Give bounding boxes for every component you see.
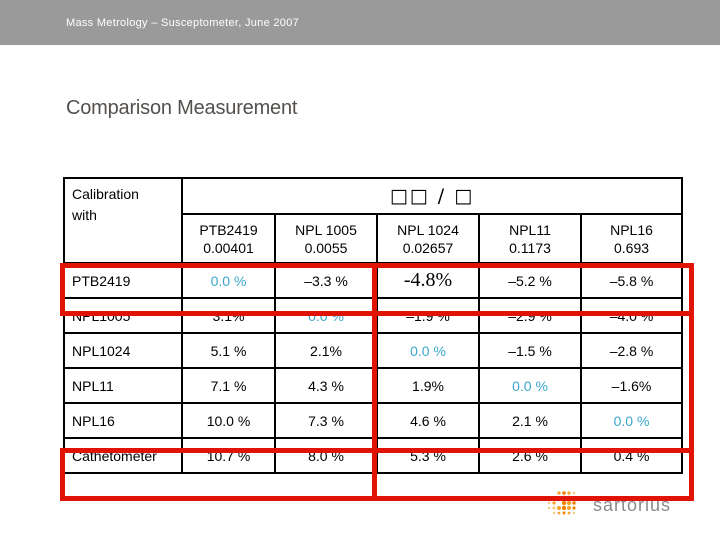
value-cell: –3.3 % xyxy=(274,262,378,299)
table-row: NPL11 7.1 % 4.3 % 1.9% 0.0 % –1.6% xyxy=(63,367,684,404)
value-cell: –4.0 % xyxy=(579,297,684,334)
value-cell: 0.0 % xyxy=(376,332,480,369)
value-cell: 0.0 % xyxy=(478,367,582,404)
table-row: NPL16 10.0 % 7.3 % 4.6 % 2.1 % 0.0 % xyxy=(63,402,684,439)
column-header-4: NPL16 0.693 xyxy=(579,213,684,264)
header-bar-text: Mass Metrology – Susceptometer, June 200… xyxy=(66,16,300,29)
value-cell: 7.3 % xyxy=(274,402,378,439)
value-cell: 2.1 % xyxy=(478,402,582,439)
sartorius-wordmark: sartorius xyxy=(593,494,672,515)
sartorius-logo-icon xyxy=(547,491,576,515)
value-cell: 0.4 % xyxy=(579,437,684,474)
value-cell: 0.0 % xyxy=(579,402,684,439)
value-cell: 0.0 % xyxy=(181,262,276,299)
table-row: NPL1024 5.1 % 2.1% 0.0 % –1.5 % –2.8 % xyxy=(63,332,684,369)
span-header-cell: □□ / □ xyxy=(180,177,684,215)
column-header-1: NPL 1005 0.0055 xyxy=(274,213,378,264)
value-cell: 1.9% xyxy=(376,367,480,404)
value-cell: –2.9 % xyxy=(478,297,582,334)
row-label: NPL1024 xyxy=(63,332,183,369)
column-header-3: NPL11 0.1173 xyxy=(478,213,582,264)
table-row: Cathetometer 10.7 % 8.0 % 5.3 % 2.6 % 0.4 % xyxy=(63,437,684,474)
column-header-0: PTB2419 0.00401 xyxy=(181,213,276,264)
column-header-2: NPL 1024 0.02657 xyxy=(376,213,480,264)
comparison-table-wrap: Calibration with □□ / □ PTB2419 0.00401 NP… xyxy=(60,177,694,501)
value-cell: –1.6% xyxy=(579,367,684,404)
value-cell: 2.6 % xyxy=(478,437,582,474)
row-label: NPL16 xyxy=(63,402,183,439)
value-cell: 5.1 % xyxy=(181,332,276,369)
value-cell: 2.1% xyxy=(274,332,378,369)
value-cell: 4.6 % xyxy=(376,402,480,439)
corner-cell: Calibration with xyxy=(63,177,183,264)
row-label: NPL1005 xyxy=(63,297,183,334)
value-cell: 8.0 % xyxy=(274,437,378,474)
sartorius-logo: sartorius xyxy=(546,490,671,520)
row-label: PTB2419 xyxy=(63,262,183,299)
page-title: Comparison Measurement xyxy=(66,97,298,119)
corner-label-line1: Calibration xyxy=(72,186,139,202)
value-cell: 10.7 % xyxy=(181,437,276,474)
value-cell: 7.1 % xyxy=(181,367,276,404)
corner-label-line2: with xyxy=(72,207,97,223)
table-row: NPL1005 3.1% 0.0 % –1.9 % –2.9 % –4.0 % xyxy=(63,297,684,334)
value-cell: –5.8 % xyxy=(579,262,684,299)
value-cell: –1.9 % xyxy=(376,297,480,334)
value-cell: –2.8 % xyxy=(579,332,684,369)
row-label: NPL11 xyxy=(63,367,183,404)
table-row: PTB2419 0.0 % –3.3 % -4.8% –5.2 % –5.8 % xyxy=(63,262,684,299)
row-label: Cathetometer xyxy=(63,437,183,474)
value-cell: 5.3 % xyxy=(376,437,480,474)
value-cell: -4.8% xyxy=(376,262,480,299)
value-cell: 10.0 % xyxy=(181,402,276,439)
value-cell: 0.0 % xyxy=(274,297,378,334)
column-header-row: PTB2419 0.00401 NPL 1005 0.0055 NPL 1024 0.02… xyxy=(64,213,684,264)
slide-header-bar: Mass Metrology – Susceptometer, June 200… xyxy=(0,0,720,45)
value-cell: 4.3 % xyxy=(274,367,378,404)
comparison-table: Calibration with □□ / □ PTB2419 0.00401 NP… xyxy=(63,177,684,474)
value-cell: –5.2 % xyxy=(478,262,582,299)
value-cell: 3.1% xyxy=(181,297,276,334)
value-cell: –1.5 % xyxy=(478,332,582,369)
